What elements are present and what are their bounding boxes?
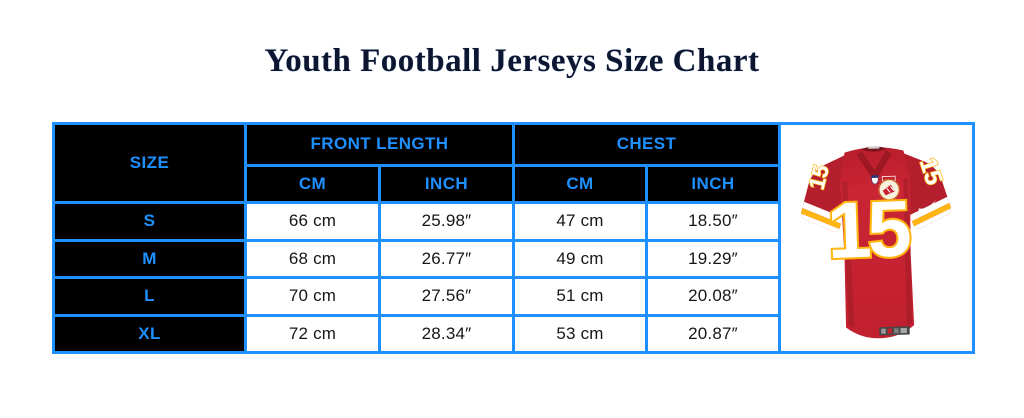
- column-group-front-length: FRONT LENGTH: [244, 122, 515, 167]
- chest-inch-value: 20.08″: [645, 276, 781, 317]
- subheader-front-inch: INCH: [378, 163, 515, 205]
- collar-back-stripe: [867, 146, 879, 149]
- jersey-image: 15 15 15: [783, 127, 971, 350]
- front-inch-value: 26.77″: [378, 238, 515, 280]
- chest-inch-value: 20.87″: [645, 313, 781, 354]
- front-cm-value: 70 cm: [244, 276, 381, 317]
- chest-cm-value: 47 cm: [512, 201, 648, 242]
- size-label: XL: [52, 313, 247, 354]
- chest-cm-value: 53 cm: [512, 313, 648, 354]
- subheader-front-cm: CM: [244, 163, 381, 205]
- football-jersey-graphic: 15 15 15: [798, 146, 952, 339]
- nike-swoosh-icon: [918, 200, 936, 212]
- chest-cm-value: 51 cm: [512, 276, 648, 317]
- chest-inch-value: 18.50″: [645, 201, 781, 242]
- column-group-chest: CHEST: [512, 122, 781, 167]
- front-cm-value: 66 cm: [244, 201, 381, 242]
- chest-cm-value: 49 cm: [512, 238, 648, 280]
- size-label: M: [52, 238, 247, 280]
- right-cuff-stripes: [901, 190, 952, 230]
- jock-tag: [878, 326, 910, 336]
- jersey-collar: [860, 146, 887, 152]
- left-seam-shadow: [841, 181, 854, 329]
- size-label: S: [52, 201, 247, 242]
- size-label: L: [52, 276, 247, 317]
- column-header-size: SIZE: [52, 121, 247, 205]
- front-inch-value: 28.34″: [378, 313, 515, 354]
- table-row-l: L 70 cm 27.56″ 51 cm 20.08″: [52, 276, 974, 317]
- size-chart-table: SIZE FRONT LENGTH CHEST: [52, 121, 975, 354]
- subheader-chest-cm: CM: [512, 163, 648, 205]
- chest-number: 15: [825, 183, 910, 275]
- front-cm-value: 72 cm: [244, 313, 381, 354]
- nfl-shield-icon: [870, 175, 878, 185]
- jersey-cell: 15 15 15: [778, 122, 975, 354]
- table-row-xl: XL 72 cm 28.34″ 53 cm 20.87″: [52, 313, 974, 354]
- front-cm-value: 68 cm: [244, 238, 381, 280]
- left-shoulder-number: 15: [803, 162, 833, 192]
- front-inch-value: 27.56″: [378, 276, 515, 317]
- front-inch-value: 25.98″: [378, 201, 515, 242]
- right-seam-shadow: [902, 177, 912, 327]
- table-row-s: S 66 cm 25.98″ 47 cm 18.50″: [52, 201, 974, 242]
- subheader-chest-inch: INCH: [645, 163, 781, 205]
- team-patch-icon: [877, 175, 900, 201]
- page-title: Youth Football Jerseys Size Chart: [264, 43, 760, 79]
- table-row-m: M 68 cm 26.77″ 49 cm 19.29″: [52, 238, 974, 280]
- chest-inch-value: 19.29″: [645, 238, 781, 280]
